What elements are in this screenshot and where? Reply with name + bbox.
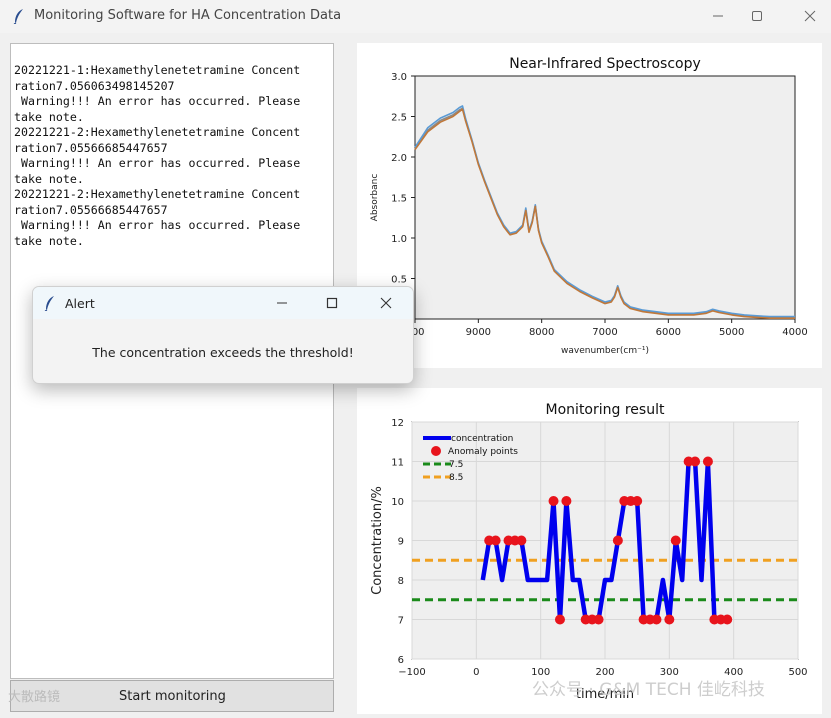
log-line: Warning!!! An error has occurred. Please	[14, 156, 301, 170]
x-tick-label: 8000	[529, 327, 554, 338]
log-line: Warning!!! An error has occurred. Please	[14, 94, 301, 108]
x-axis-label: time/min	[576, 687, 634, 702]
feather-icon	[13, 9, 23, 24]
y-tick-label: 10	[391, 497, 404, 508]
chart-title: Monitoring result	[546, 402, 665, 418]
x-tick-label: −100	[398, 667, 425, 678]
anomaly-point	[516, 535, 527, 546]
anomaly-point	[632, 496, 643, 506]
alert-close-button[interactable]	[369, 291, 403, 315]
anomaly-point	[702, 456, 713, 467]
x-tick-label: 0	[473, 667, 479, 678]
legend-label: 7.5	[449, 460, 463, 470]
x-tick-label: 100	[531, 667, 550, 678]
y-axis-label: Concentration/%	[370, 486, 385, 595]
anomaly-point	[722, 614, 733, 625]
y-tick-label: 7	[398, 616, 404, 627]
x-tick-label: 000	[405, 327, 424, 338]
maximize-icon	[326, 297, 338, 309]
minimize-button[interactable]	[698, 4, 738, 28]
log-line: ration7.05566685447657	[14, 202, 168, 217]
legend-label: Anomaly points	[448, 447, 518, 457]
y-tick-label: 8	[398, 576, 404, 587]
plot-area	[414, 75, 796, 320]
y-tick-label: 9	[398, 537, 404, 548]
feather-icon	[44, 296, 54, 311]
anomaly-point	[548, 496, 559, 506]
anomaly-point	[593, 614, 604, 625]
log-line: take note.	[14, 233, 84, 248]
y-tick-label: 1.0	[391, 234, 407, 245]
window-title: Monitoring Software for HA Concentration…	[34, 8, 342, 23]
log-line: 20221221-2:Hexamethylenetetramine Concen…	[14, 187, 301, 201]
x-tick-label: 300	[660, 667, 679, 678]
log-line: take note.	[14, 109, 84, 124]
y-tick-label: 11	[391, 458, 404, 469]
y-tick-label: 1.5	[391, 194, 407, 205]
x-tick-label: 4000	[782, 327, 807, 338]
anomaly-point	[561, 496, 572, 506]
alert-titlebar: Alert	[33, 287, 413, 319]
anomaly-point	[690, 456, 701, 467]
legend-label: 8.5	[449, 473, 463, 483]
legend-label: concentration	[451, 434, 513, 444]
log-line: 20221221-2:Hexamethylenetetramine Concen…	[14, 125, 301, 139]
anomaly-point	[554, 614, 565, 625]
close-icon	[380, 297, 392, 309]
chart-title: Near-Infrared Spectroscopy	[509, 56, 701, 72]
y-tick-label: 2.0	[391, 153, 407, 164]
minimize-icon	[277, 302, 287, 304]
watermark-right: 公众号 · G&M TECH 佳屹科技	[532, 680, 765, 700]
alert-minimize-button[interactable]	[265, 291, 299, 315]
monitoring-chart-panel: Monitoring result 6 7 8 9 10 11 12 −100 0 100 200 30…	[357, 388, 822, 714]
y-tick-label: 0.5	[391, 275, 407, 286]
alert-maximize-button[interactable]	[315, 291, 349, 315]
nir-chart-panel: Near-Infrared Spectroscopy 0.5 1.0 1.5 2.0 2.…	[357, 43, 822, 368]
x-tick-label: 400	[724, 667, 743, 678]
minimize-icon	[713, 15, 723, 17]
y-tick-label: 6	[398, 655, 404, 666]
maximize-button[interactable]	[737, 4, 777, 28]
anomaly-point	[651, 614, 662, 625]
concentration-line	[480, 459, 728, 622]
anomaly-point	[490, 535, 501, 546]
log-line: 20221221-1:Hexamethylenetetramine Concen…	[14, 63, 301, 77]
anomaly-point	[612, 535, 623, 546]
x-tick-label: 9000	[466, 327, 491, 338]
alert-title: Alert	[65, 296, 95, 311]
maximize-icon	[752, 11, 762, 21]
x-tick-label: 6000	[656, 327, 681, 338]
x-tick-label: 500	[788, 667, 807, 678]
x-axis-label: wavenumber(cm⁻¹)	[561, 346, 649, 356]
close-icon	[804, 10, 816, 22]
monitoring-chart: Monitoring result 6 7 8 9 10 11 12 −100 0 100 200 30…	[370, 402, 808, 702]
nir-chart: Near-Infrared Spectroscopy 0.5 1.0 1.5 2.0 2.…	[370, 56, 808, 356]
legend-swatch-anomaly	[431, 446, 441, 456]
y-tick-label: 2.5	[391, 113, 407, 124]
alert-message: The concentration exceeds the threshold!	[92, 345, 354, 360]
y-tick-label: 12	[391, 418, 404, 429]
log-content: 20221221-1:Hexamethylenetetramine Concen…	[12, 63, 300, 249]
alert-dialog: Alert The concentration exceeds the thre…	[32, 286, 414, 384]
watermark-left: 大散路镜	[8, 690, 61, 705]
x-tick-label: 5000	[719, 327, 744, 338]
y-axis-label: Absorbanc	[370, 174, 380, 222]
x-tick-label: 200	[595, 667, 614, 678]
spectrum-line	[414, 108, 795, 320]
start-monitoring-button[interactable]: Start monitoring	[10, 680, 334, 712]
window-titlebar: Monitoring Software for HA Concentration…	[0, 0, 831, 33]
anomaly-point	[670, 535, 681, 546]
log-line: ration7.056063498145207	[14, 78, 175, 93]
log-line: ration7.05566685447657	[14, 140, 168, 155]
close-button[interactable]	[790, 4, 830, 28]
log-line: take note.	[14, 171, 84, 186]
x-tick-label: 7000	[592, 327, 617, 338]
anomaly-point	[664, 614, 675, 625]
y-tick-label: 3.0	[391, 72, 407, 83]
log-line: Warning!!! An error has occurred. Please	[14, 218, 301, 232]
